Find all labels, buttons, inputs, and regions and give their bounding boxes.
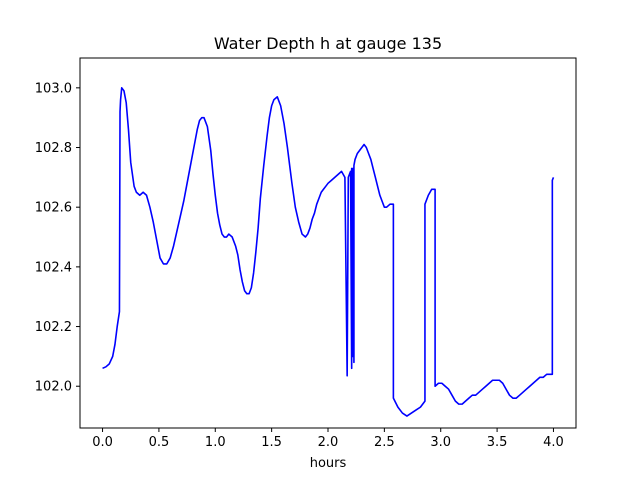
y-tick-label: 102.6: [35, 201, 72, 216]
x-tick-label: 0.0: [92, 435, 113, 450]
chart-title: Water Depth h at gauge 135: [214, 34, 442, 53]
plot-area: 0.0 0.5 1.0 1.5 2.0 2.5 3.0 3.5 4.0 102.0 102.2 102…: [35, 81, 564, 450]
x-tick-label: 2.5: [374, 435, 395, 450]
y-tick-label: 102.0: [35, 380, 72, 395]
x-tick-label: 0.5: [149, 435, 170, 450]
y-tick-label: 103.0: [35, 81, 72, 96]
plot-frame: [79, 57, 577, 429]
x-tick-label: 4.0: [543, 435, 564, 450]
x-tick-label: 3.5: [487, 435, 508, 450]
y-tick-label: 102.4: [35, 260, 72, 275]
x-tick-label: 3.0: [430, 435, 451, 450]
x-axis-label: hours: [310, 456, 347, 471]
y-tick-label: 102.8: [35, 141, 72, 156]
y-tick-label: 102.2: [35, 320, 72, 335]
x-tick-label: 1.0: [205, 435, 226, 450]
series-line-0: [102, 87, 555, 417]
x-tick-label: 1.5: [261, 435, 282, 450]
x-tick-label: 2.0: [318, 435, 339, 450]
